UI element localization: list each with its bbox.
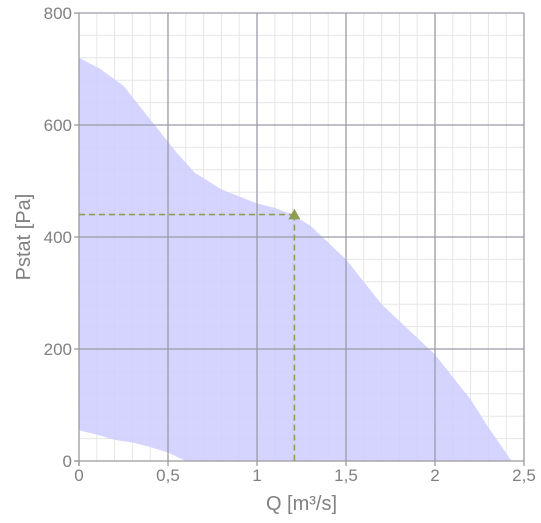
x-tick-label: 0,5: [156, 466, 180, 485]
y-tick-label: 0: [63, 452, 72, 471]
x-tick-label: 0: [74, 466, 83, 485]
y-axis-title: Pstat [Pa]: [13, 194, 35, 281]
y-tick-label: 600: [44, 116, 72, 135]
y-tick-label: 200: [44, 340, 72, 359]
y-tick-label: 400: [44, 228, 72, 247]
y-tick-label: 800: [44, 4, 72, 23]
y-tick-labels: 0 200 400 600 800: [44, 4, 72, 471]
x-tick-label: 2: [430, 466, 439, 485]
x-tick-labels: 0 0,5 1 1,5 2 2,5: [74, 466, 536, 485]
x-tick-label: 1,5: [334, 466, 358, 485]
x-tick-label: 1: [252, 466, 261, 485]
x-tick-label: 2,5: [512, 466, 536, 485]
x-axis-title: Q [m³/s]: [266, 493, 337, 515]
